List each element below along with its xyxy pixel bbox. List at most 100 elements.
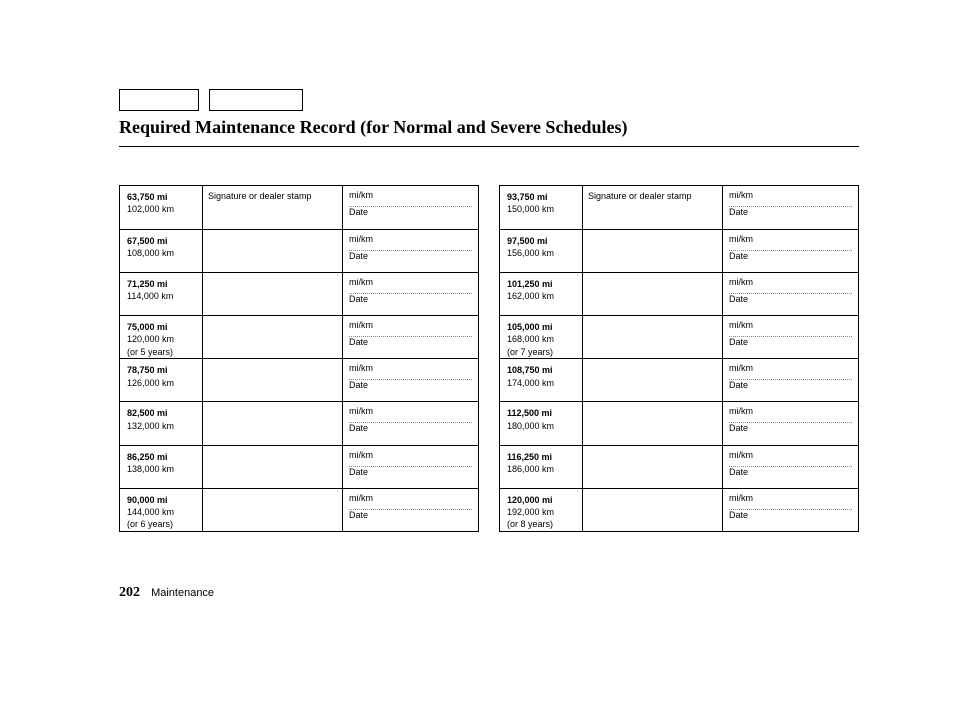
mileage-cell: 75,000 mi120,000 km(or 5 years): [120, 316, 203, 358]
signature-cell: [583, 230, 723, 272]
mileage-cell: 63,750 mi102,000 km: [120, 186, 203, 229]
mikm-field: mi/km: [349, 406, 472, 423]
mikm-field: mi/km: [729, 450, 852, 467]
table-row: 75,000 mi120,000 km(or 5 years) mi/kmDate: [120, 315, 478, 358]
mileage-cell: 120,000 mi192,000 km(or 8 years): [500, 489, 583, 531]
mileage-cell: 82,500 mi132,000 km: [120, 402, 203, 444]
mileage-cell: 71,250 mi114,000 km: [120, 273, 203, 315]
mileage-mi: 63,750 mi: [127, 191, 202, 203]
date-field: Date: [349, 510, 472, 527]
mileage-cell: 90,000 mi144,000 km(or 6 years): [120, 489, 203, 531]
table-row: 78,750 mi126,000 km mi/kmDate: [120, 358, 478, 401]
mileage-cell: 93,750 mi150,000 km: [500, 186, 583, 229]
mileage-mi: 112,500 mi: [507, 407, 582, 419]
mileage-cell: 112,500 mi180,000 km: [500, 402, 583, 444]
table-row: 90,000 mi144,000 km(or 6 years) mi/kmDate: [120, 488, 478, 531]
signature-cell: [203, 230, 343, 272]
signature-cell: Signature or dealer stamp: [203, 186, 343, 229]
mikm-field: mi/km: [349, 450, 472, 467]
mikm-field: mi/km: [729, 320, 852, 337]
page-content: Required Maintenance Record (for Normal …: [119, 89, 859, 532]
page-title: Required Maintenance Record (for Normal …: [119, 117, 859, 147]
signature-cell: [583, 489, 723, 531]
date-field: Date: [349, 467, 472, 484]
mikm-field: mi/km: [349, 320, 472, 337]
mileage-km: 168,000 km: [507, 333, 582, 345]
header-boxes: [119, 89, 859, 111]
table-row: 82,500 mi132,000 km mi/kmDate: [120, 401, 478, 444]
date-field: Date: [349, 337, 472, 354]
mileage-km: 150,000 km: [507, 203, 582, 215]
mileage-mi: 75,000 mi: [127, 321, 202, 333]
mileage-mi: 86,250 mi: [127, 451, 202, 463]
date-field: Date: [729, 423, 852, 440]
mikm-field: mi/km: [349, 493, 472, 510]
signature-cell: [583, 359, 723, 401]
entry-cell: mi/kmDate: [723, 273, 858, 315]
entry-cell: mi/kmDate: [343, 230, 478, 272]
mileage-mi: 108,750 mi: [507, 364, 582, 376]
mileage-mi: 105,000 mi: [507, 321, 582, 333]
table-row: 108,750 mi174,000 km mi/kmDate: [500, 358, 858, 401]
mileage-extra: (or 6 years): [127, 518, 202, 530]
mileage-km: 144,000 km: [127, 506, 202, 518]
mikm-field: mi/km: [349, 234, 472, 251]
mikm-field: mi/km: [729, 277, 852, 294]
mileage-km: 120,000 km: [127, 333, 202, 345]
maintenance-table-right: 93,750 mi150,000 kmSignature or dealer s…: [499, 185, 859, 532]
mileage-cell: 97,500 mi156,000 km: [500, 230, 583, 272]
table-row: 67,500 mi108,000 km mi/kmDate: [120, 229, 478, 272]
mileage-extra: (or 7 years): [507, 346, 582, 358]
mikm-field: mi/km: [729, 406, 852, 423]
header-box-2: [209, 89, 303, 111]
mileage-cell: 78,750 mi126,000 km: [120, 359, 203, 401]
signature-cell: [203, 316, 343, 358]
date-field: Date: [349, 207, 472, 224]
mikm-field: mi/km: [349, 363, 472, 380]
tables-container: 63,750 mi102,000 kmSignature or dealer s…: [119, 185, 859, 532]
mileage-km: 186,000 km: [507, 463, 582, 475]
mileage-cell: 101,250 mi162,000 km: [500, 273, 583, 315]
mileage-km: 174,000 km: [507, 377, 582, 389]
date-field: Date: [349, 423, 472, 440]
entry-cell: mi/kmDate: [723, 359, 858, 401]
mileage-mi: 67,500 mi: [127, 235, 202, 247]
entry-cell: mi/kmDate: [343, 316, 478, 358]
mileage-extra: (or 5 years): [127, 346, 202, 358]
mileage-cell: 67,500 mi108,000 km: [120, 230, 203, 272]
signature-cell: [583, 316, 723, 358]
mileage-cell: 108,750 mi174,000 km: [500, 359, 583, 401]
mikm-field: mi/km: [349, 277, 472, 294]
signature-cell: [203, 273, 343, 315]
entry-cell: mi/kmDate: [343, 186, 478, 229]
mikm-field: mi/km: [729, 234, 852, 251]
entry-cell: mi/kmDate: [723, 489, 858, 531]
date-field: Date: [729, 510, 852, 527]
maintenance-table-left: 63,750 mi102,000 kmSignature or dealer s…: [119, 185, 479, 532]
mileage-cell: 105,000 mi168,000 km(or 7 years): [500, 316, 583, 358]
date-field: Date: [349, 380, 472, 397]
table-row: 86,250 mi138,000 km mi/kmDate: [120, 445, 478, 488]
mileage-km: 138,000 km: [127, 463, 202, 475]
mileage-extra: (or 8 years): [507, 518, 582, 530]
table-row: 71,250 mi114,000 kmmi/kmDate: [120, 272, 478, 315]
signature-cell: [203, 446, 343, 488]
date-field: Date: [729, 467, 852, 484]
mileage-mi: 78,750 mi: [127, 364, 202, 376]
table-row: 63,750 mi102,000 kmSignature or dealer s…: [120, 186, 478, 229]
signature-cell: [203, 402, 343, 444]
signature-cell: [203, 359, 343, 401]
header-box-1: [119, 89, 199, 111]
entry-cell: mi/kmDate: [343, 489, 478, 531]
mileage-km: 162,000 km: [507, 290, 582, 302]
mikm-field: mi/km: [349, 190, 472, 207]
page-footer: 202 Maintenance: [119, 585, 214, 601]
entry-cell: mi/kmDate: [723, 402, 858, 444]
mileage-mi: 120,000 mi: [507, 494, 582, 506]
entry-cell: mi/kmDate: [723, 186, 858, 229]
mileage-km: 132,000 km: [127, 420, 202, 432]
entry-cell: mi/kmDate: [723, 446, 858, 488]
mileage-km: 180,000 km: [507, 420, 582, 432]
mileage-km: 192,000 km: [507, 506, 582, 518]
mileage-cell: 86,250 mi138,000 km: [120, 446, 203, 488]
